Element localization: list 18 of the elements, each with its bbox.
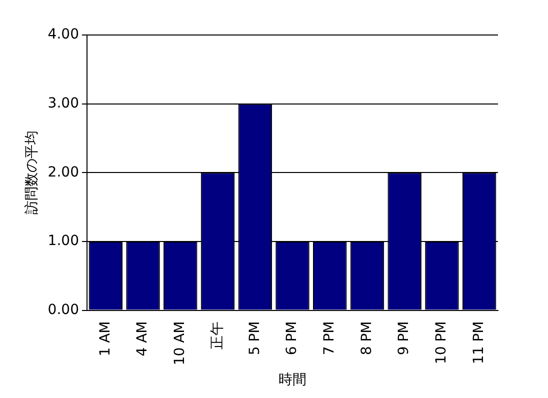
x-tick-label: 8 PM	[358, 321, 375, 356]
x-tick-label: 7 PM	[321, 321, 338, 356]
y-tick-label: 1.00	[48, 233, 79, 250]
x-tick-label: 5 PM	[246, 321, 263, 356]
x-tick-label: 4 AM	[134, 321, 151, 356]
x-axis-title: 時間	[278, 372, 306, 388]
y-axis-title: 訪問数の平均	[24, 130, 40, 215]
y-tick-label: 4.00	[48, 26, 79, 43]
x-tick-label: 6 PM	[284, 321, 300, 356]
x-tick-label: 正午	[209, 321, 226, 350]
x-tick-label: 9 PM	[396, 321, 412, 356]
x-tick-label: 11 PM	[470, 321, 487, 364]
x-tick-label: 10 PM	[434, 321, 450, 364]
x-tick-label: 1 AM	[97, 321, 114, 356]
y-tick-label: 0.00	[48, 302, 79, 318]
x-tick-label: 10 AM	[172, 321, 188, 366]
y-tick-label: 3.00	[48, 95, 79, 112]
y-tick-label: 2.00	[48, 164, 79, 180]
